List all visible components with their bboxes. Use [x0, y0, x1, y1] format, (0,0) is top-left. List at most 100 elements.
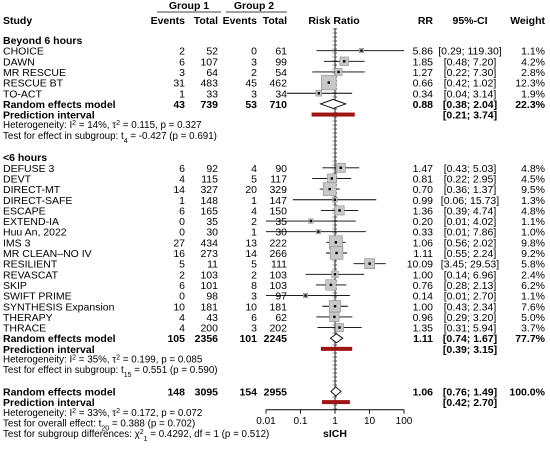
point-estimate — [329, 283, 333, 287]
pooled-row: Random effects model 105 2356 101 2245 1.11 [0… — [3, 333, 546, 345]
weight-value: 4.8% — [521, 163, 545, 175]
rr-value: 0.76 — [413, 280, 434, 292]
events-1: 6 — [179, 280, 185, 292]
pooled-total-2: 2955 — [264, 386, 288, 398]
total-2: 30 — [275, 227, 287, 239]
events-2: 1 — [251, 227, 257, 239]
weight-value: 5.0% — [521, 312, 545, 324]
x-tick-label: 100 — [396, 416, 413, 427]
events-1: 6 — [179, 163, 185, 175]
study-name: Huu An, 2022 — [3, 227, 67, 239]
total-1: 92 — [206, 163, 218, 175]
point-estimate — [333, 305, 337, 308]
study-row: THRACE 4 200 3 202 1.35 [0.31; 5.94] 3.7% — [3, 323, 545, 335]
point-estimate — [334, 241, 338, 244]
events-1: 14 — [173, 184, 185, 196]
prediction-ci: [0.39; 3.15] — [443, 344, 497, 356]
x-tick-label: 10 — [364, 416, 376, 427]
rr-value: 5.86 — [413, 46, 434, 58]
weight-value: 1.3% — [521, 195, 545, 207]
study-row: REVASCAT 2 103 2 103 1.00 [0.14; 6.96] 2.4% — [3, 269, 545, 281]
prediction-bar — [322, 400, 350, 405]
events-2: 14 — [245, 248, 257, 260]
point-estimate — [368, 262, 371, 265]
rr-value: 0.70 — [413, 184, 434, 196]
pooled-events-2: 53 — [245, 99, 257, 111]
point-estimate — [333, 273, 337, 276]
weight-value: 9.8% — [521, 237, 545, 249]
total-2: 150 — [269, 205, 287, 217]
total-2: 329 — [269, 184, 287, 196]
pooled-diamond — [319, 98, 348, 109]
pooled-events-2: 101 — [239, 333, 257, 345]
ci-value: [0.36; 1.37] — [444, 184, 497, 196]
weight-value: 5.8% — [521, 259, 545, 271]
prediction-bar — [320, 346, 353, 351]
ci-value: [0.48; 7.20] — [444, 56, 497, 68]
study-row: RESCUE BT 31 483 45 462 0.66 [0.42; 1.02] 12.3% — [3, 74, 545, 91]
study-name: MR RESCUE — [3, 67, 66, 79]
events-2: 4 — [251, 205, 257, 217]
overall-note: Test for overall effect: t20 = 0.388 (p … — [3, 418, 195, 432]
x-tick-label: 0.01 — [256, 416, 276, 427]
weight-value: 1.1% — [521, 46, 545, 58]
study-name: REVASCAT — [3, 269, 59, 281]
study-row: MR CLEAN–NO IV 16 273 14 266 1.11 [0.55; 2.24]… — [3, 246, 545, 260]
total-2: 181 — [269, 301, 287, 313]
total-2: 202 — [269, 323, 287, 335]
total-2: 222 — [269, 237, 287, 249]
heterogeneity-text: Test for effect in subgroup: t4 = -0.427… — [3, 131, 217, 145]
header-total-2: Total — [263, 15, 287, 27]
ci-value: [0.06; 15.73] — [441, 195, 499, 207]
total-1: 103 — [200, 269, 218, 281]
events-1: 6 — [179, 56, 185, 68]
study-row: CHOICE 2 52 0 61 5.86 [0.29; 119.30] 1.1% — [3, 46, 545, 58]
total-1: 434 — [200, 237, 218, 249]
study-name: CHOICE — [3, 46, 44, 58]
ci-value: [3.45; 29.53] — [441, 259, 499, 271]
subgroup-title: Beyond 6 hours — [3, 35, 83, 47]
header-ci: 95%-CI — [452, 15, 487, 27]
events-1: 4 — [179, 173, 185, 185]
ci-value: [0.28; 2.13] — [444, 280, 497, 292]
overall-note: Test for subgroup differences: χ21 = 0.4… — [3, 429, 269, 443]
point-estimate — [338, 326, 341, 329]
events-2: 45 — [245, 78, 257, 90]
total-1: 64 — [206, 67, 218, 79]
pooled-ci: [0.38; 2.04] — [443, 99, 497, 111]
weight-value: 7.6% — [521, 301, 545, 313]
study-row: DAWN 6 107 3 99 1.85 [0.48; 7.20] 4.2% — [3, 56, 545, 68]
events-1: 31 — [173, 78, 185, 90]
events-2: 3 — [251, 56, 257, 68]
total-1: 148 — [200, 195, 218, 207]
pooled-weight: 77.7% — [515, 333, 545, 345]
ci-value: [0.55; 2.24] — [444, 248, 497, 260]
ci-value: [0.56; 2.02] — [444, 237, 497, 249]
total-2: 34 — [275, 88, 287, 100]
ci-value: [0.14; 6.96] — [444, 269, 497, 281]
study-name: DEVT — [3, 173, 32, 185]
point-estimate — [337, 70, 340, 74]
events-2: 4 — [251, 163, 257, 175]
total-2: 61 — [275, 46, 287, 58]
heterogeneity-text: Heterogeneity: I2 = 35%, τ2 = 0.199, p =… — [3, 354, 203, 366]
events-1: 0 — [179, 216, 185, 228]
prediction-row: Prediction interval [0.39; 3.15] — [3, 344, 497, 356]
total-1: 483 — [200, 78, 218, 90]
rr-value: 1.00 — [413, 269, 434, 281]
rr-value: 0.34 — [413, 88, 434, 100]
study-row: SKIP 6 101 8 103 0.76 [0.28; 2.13] 6.2% — [3, 279, 545, 292]
study-name: RESCUE BT — [3, 78, 64, 90]
total-1: 273 — [200, 248, 218, 260]
weight-value: 2.4% — [521, 269, 545, 281]
rr-value: 0.81 — [413, 173, 434, 185]
events-2: 8 — [251, 280, 257, 292]
study-name: DIRECT-MT — [3, 184, 61, 196]
pooled-total-1: 2356 — [195, 333, 219, 345]
events-1: 27 — [173, 237, 185, 249]
overall-note: Heterogeneity: I2 = 33%, τ2 = 0.172, p =… — [3, 407, 202, 419]
point-estimate — [309, 219, 313, 223]
pooled-rr: 1.11 — [413, 333, 433, 345]
pooled-ci: [0.74; 1.67] — [443, 333, 497, 345]
pooled-events-1: 148 — [167, 386, 185, 398]
